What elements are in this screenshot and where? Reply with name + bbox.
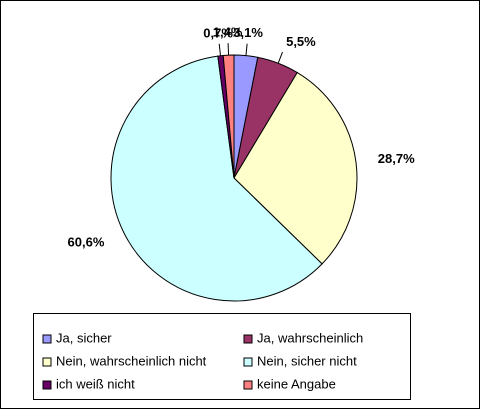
legend-swatch	[42, 334, 52, 344]
legend-label: Nein, sicher nicht	[257, 353, 357, 368]
pie-slice	[233, 71, 358, 265]
data-label: 3,1%	[233, 25, 263, 40]
legend-swatch	[243, 380, 253, 390]
legend-label: ich weiß nicht	[56, 376, 135, 391]
legend-swatch	[243, 357, 253, 367]
legend-swatch	[42, 357, 52, 367]
legend-swatch	[243, 334, 253, 344]
data-label: 60,6%	[68, 234, 105, 249]
leader-line	[227, 43, 230, 56]
data-label: 0,7%	[203, 25, 233, 40]
pie-slice	[110, 55, 323, 302]
legend-box	[33, 313, 411, 400]
leader-line	[277, 51, 283, 64]
legend-label: Nein, wahrscheinlich nicht	[56, 353, 207, 368]
legend-label: keine Angabe	[257, 376, 336, 391]
legend-label: Ja, sicher	[56, 330, 112, 345]
legend-swatch	[42, 380, 52, 390]
pie-slice	[222, 54, 235, 179]
leader-line	[245, 43, 248, 56]
data-label: 1,4%	[213, 25, 243, 40]
data-label: 28,7%	[378, 151, 415, 166]
leader-line	[218, 43, 221, 56]
data-label: 5,5%	[286, 34, 316, 49]
legend-label: Ja, wahrscheinlich	[257, 330, 363, 345]
